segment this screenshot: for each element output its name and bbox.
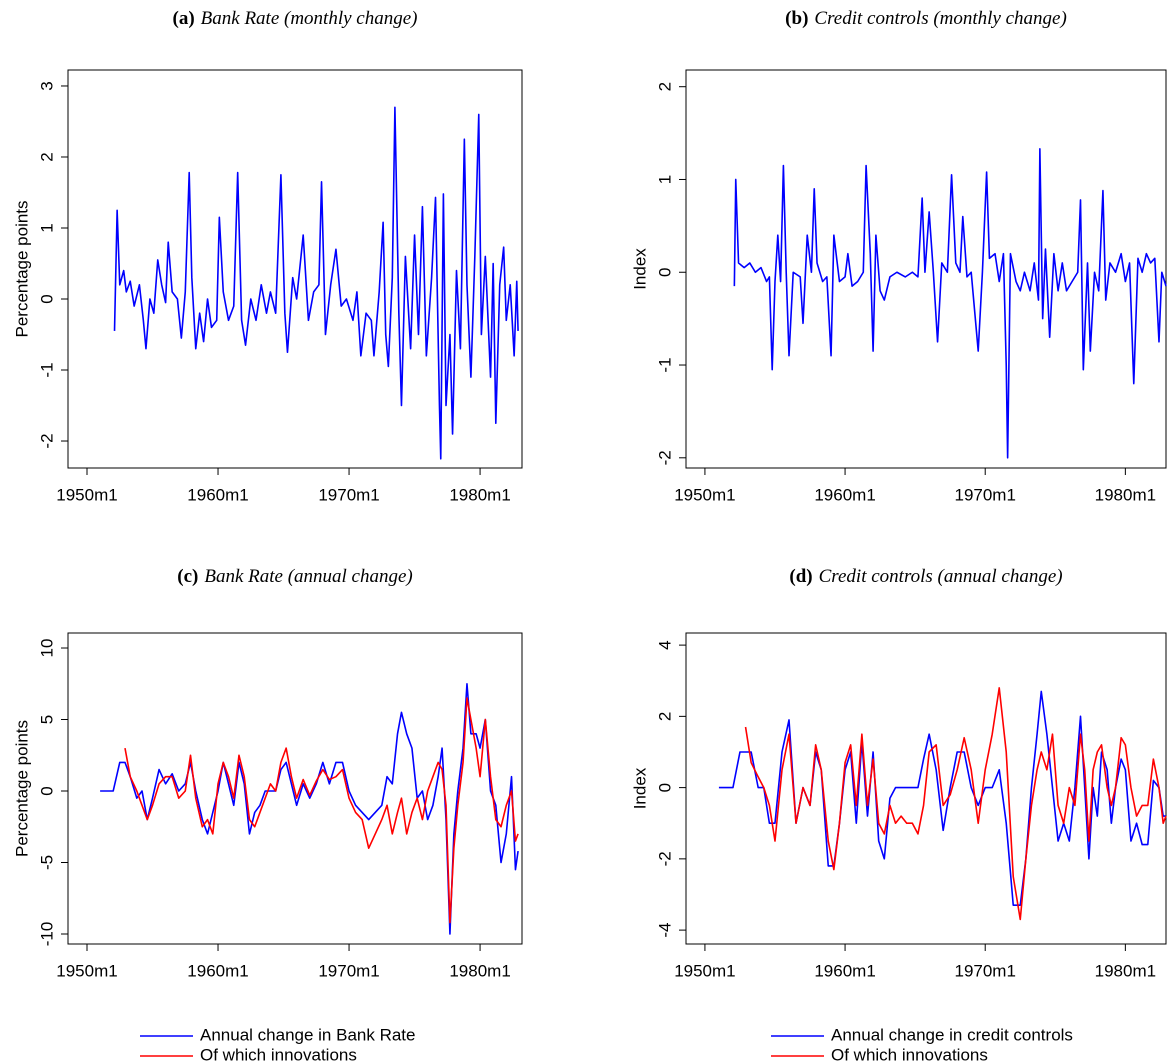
- legend-label: Annual change in credit controls: [831, 1025, 1073, 1044]
- x-tick-label: 1960m1: [814, 485, 875, 504]
- plot-frame: [685, 632, 1167, 945]
- x-tick-label: 1980m1: [1095, 485, 1156, 504]
- x-tick-label: 1960m1: [814, 961, 875, 980]
- y-tick-label: -1: [655, 357, 674, 372]
- panel-title-text: Bank Rate (monthly change): [201, 8, 418, 29]
- panel-label: (b): [785, 8, 808, 29]
- y-tick-label: -10: [37, 922, 56, 947]
- y-tick-label: -2: [655, 450, 674, 465]
- legend-label: Annual change in Bank Rate: [200, 1025, 416, 1044]
- y-tick-label: -2: [37, 433, 56, 448]
- x-tick-label: 1950m1: [674, 961, 735, 980]
- panel-title-text: Credit controls (monthly change): [814, 8, 1066, 29]
- y-axis-label: Percentage points: [12, 200, 31, 337]
- y-tick-label: 5: [37, 715, 56, 724]
- y-tick-label: -2: [655, 851, 674, 866]
- x-tick-label: 1970m1: [954, 485, 1015, 504]
- y-axis-label: Index: [630, 248, 649, 290]
- y-tick-label: 1: [655, 175, 674, 184]
- x-tick-label: 1960m1: [187, 485, 248, 504]
- panel-title: (d) Credit controls (annual change): [789, 566, 1062, 587]
- panel-title: (a) Bank Rate (monthly change): [173, 8, 418, 29]
- x-tick-label: 1970m1: [318, 961, 379, 980]
- panel-label: (d): [789, 566, 812, 587]
- x-tick-label: 1980m1: [449, 961, 510, 980]
- y-tick-label: 0: [37, 786, 56, 795]
- y-tick-label: 2: [655, 82, 674, 91]
- plot-frame: [67, 632, 523, 945]
- panel-title: (b) Credit controls (monthly change): [785, 8, 1067, 29]
- x-tick-label: 1970m1: [318, 485, 379, 504]
- y-tick-label: 0: [37, 294, 56, 303]
- y-tick-label: 0: [655, 783, 674, 792]
- legend-label: Of which innovations: [831, 1045, 988, 1061]
- panel-title-text: Credit controls (annual change): [819, 566, 1063, 587]
- y-tick-label: 4: [655, 640, 674, 649]
- legend-label: Of which innovations: [200, 1045, 357, 1061]
- y-tick-label: 2: [37, 152, 56, 161]
- series-line: [744, 687, 1167, 921]
- y-tick-label: 1: [37, 223, 56, 232]
- y-axis-label: Percentage points: [12, 720, 31, 857]
- x-tick-label: 1950m1: [56, 485, 117, 504]
- y-tick-label: -5: [37, 855, 56, 870]
- x-tick-label: 1980m1: [449, 485, 510, 504]
- series-line: [733, 148, 1167, 459]
- panel-title: (c) Bank Rate (annual change): [177, 566, 413, 587]
- y-axis-label: Index: [630, 767, 649, 809]
- panel-title-text: Bank Rate (annual change): [204, 566, 412, 587]
- panel-label: (a): [173, 8, 195, 29]
- y-tick-label: 3: [37, 81, 56, 90]
- x-tick-label: 1970m1: [954, 961, 1015, 980]
- series-line: [113, 106, 519, 460]
- panel-label: (c): [177, 566, 198, 587]
- y-tick-label: 0: [655, 268, 674, 277]
- plot-frame: [685, 69, 1167, 469]
- x-tick-label: 1950m1: [56, 961, 117, 980]
- series-line: [124, 697, 519, 924]
- y-tick-label: 10: [37, 639, 56, 658]
- y-tick-label: -4: [655, 923, 674, 938]
- x-tick-label: 1960m1: [187, 961, 248, 980]
- x-tick-label: 1980m1: [1095, 961, 1156, 980]
- y-tick-label: 2: [655, 712, 674, 721]
- series-line: [100, 682, 519, 935]
- x-tick-label: 1950m1: [674, 485, 735, 504]
- y-tick-label: -1: [37, 362, 56, 377]
- plot-frame: [67, 69, 523, 469]
